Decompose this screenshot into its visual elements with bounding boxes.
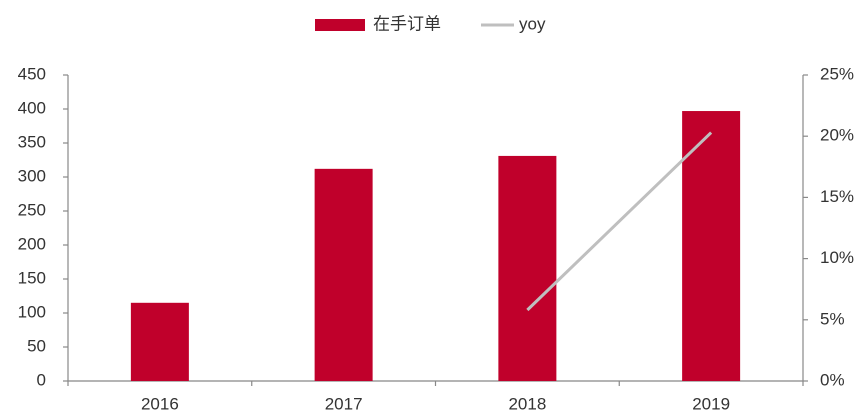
x-tick-label: 2019 bbox=[692, 394, 730, 413]
y2-tick-label: 20% bbox=[820, 126, 854, 145]
y2-tick-label: 5% bbox=[820, 309, 845, 328]
y-tick-label: 150 bbox=[18, 268, 46, 287]
x-tick-label: 2018 bbox=[508, 394, 546, 413]
y2-tick-label: 10% bbox=[820, 248, 854, 267]
bar bbox=[314, 168, 373, 381]
legend-label: yoy bbox=[519, 14, 546, 33]
y-tick-label: 300 bbox=[18, 166, 46, 185]
y-tick-label: 450 bbox=[18, 64, 46, 83]
line bbox=[526, 131, 713, 312]
x-tick-label: 2016 bbox=[141, 394, 179, 413]
y-tick-label: 100 bbox=[18, 302, 46, 321]
y2-tick-label: 15% bbox=[820, 187, 854, 206]
bar bbox=[498, 155, 557, 381]
legend-label: 在手订单 bbox=[373, 14, 441, 33]
bar bbox=[130, 302, 189, 381]
y-tick-label: 350 bbox=[18, 132, 46, 151]
bar bbox=[682, 111, 741, 381]
y-tick-label: 250 bbox=[18, 200, 46, 219]
legend-swatch bbox=[315, 19, 365, 31]
y-tick-label: 50 bbox=[27, 336, 46, 355]
y-tick-label: 400 bbox=[18, 98, 46, 117]
x-tick-label: 2017 bbox=[325, 394, 363, 413]
y-tick-label: 0 bbox=[37, 370, 46, 389]
y-tick-label: 200 bbox=[18, 234, 46, 253]
y2-tick-label: 25% bbox=[820, 64, 854, 83]
y2-tick-label: 0% bbox=[820, 370, 845, 389]
